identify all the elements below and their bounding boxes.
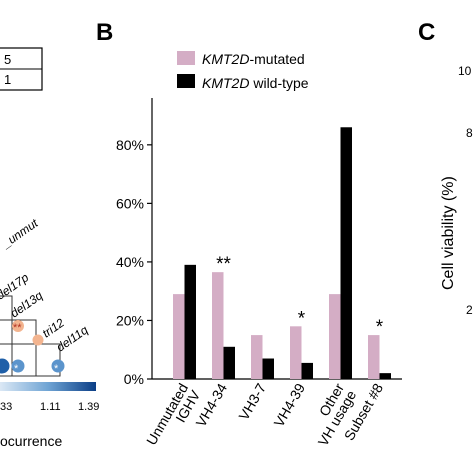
- bar-wildtype: [223, 346, 235, 379]
- colorbar-tick: 1.39: [78, 401, 99, 413]
- x-tick-label: VH4-39: [271, 380, 309, 429]
- bar-wildtype: [184, 264, 196, 379]
- colorbar-tick: 33: [0, 401, 12, 413]
- bar-wildtype: [262, 358, 274, 379]
- y-tick-label: 40%: [116, 254, 144, 270]
- panel-letter-b: B: [96, 19, 113, 46]
- y-tick-label: 20%: [116, 312, 144, 328]
- matrix-dot-blue: [0, 358, 10, 374]
- diag-label-unmut: _unmut: [0, 216, 41, 251]
- significance-marker: **: [216, 254, 231, 275]
- bar-wildtype: [340, 127, 352, 379]
- y-tick-label: 0%: [124, 371, 144, 387]
- bar-chart: 0%20%40%60%80%UnmutatedIGHV**VH4-34 VH3-7…: [116, 98, 402, 449]
- matrix-star: *: [14, 363, 19, 375]
- colorbar-tick: 1.11: [40, 401, 61, 413]
- y-tick-label: 60%: [116, 195, 144, 211]
- matrix-dot-peach: [32, 334, 44, 346]
- panel-a-fragment: 5 1 _unmut del17p del13q tri12 del11q **…: [0, 47, 99, 449]
- y-tick-label: 80%: [116, 137, 144, 153]
- x-tick-label: VH3-7: [235, 380, 269, 423]
- matrix-star: *: [54, 363, 59, 375]
- panel-letter-c: C: [418, 19, 435, 46]
- significance-marker: *: [298, 308, 306, 329]
- panel-c-tick: 8: [466, 126, 473, 140]
- count-box-value-1: 5: [4, 52, 11, 67]
- legend-swatch-wildtype: [177, 74, 195, 88]
- bar-mutated: [329, 294, 341, 379]
- bar-mutated: [212, 272, 224, 379]
- colorbar-label: ocurrence: [0, 433, 62, 449]
- matrix-dot-peach: [12, 320, 24, 332]
- bar-mutated: [251, 335, 263, 379]
- x-tick-label: VH4-34: [193, 380, 231, 429]
- panel-c-fragment: C Cell viability (%) 10 8 2: [418, 19, 473, 317]
- bar-mutated: [290, 326, 302, 379]
- panel-c-ylabel: Cell viability (%): [440, 176, 457, 290]
- bar-wildtype: [301, 362, 313, 379]
- count-box-value-2: 1: [4, 72, 11, 87]
- matrix-star: **: [13, 322, 22, 334]
- matrix-dot-blue: [51, 359, 65, 373]
- legend-label-mutated: KMT2D-mutated: [202, 51, 305, 67]
- bar-wildtype: [379, 373, 391, 379]
- colorbar: [0, 382, 96, 391]
- bar-mutated: [173, 294, 185, 379]
- significance-marker: *: [376, 317, 384, 338]
- panel-c-tick: 2: [466, 303, 473, 317]
- panel-b: B KMT2D-mutated KMT2D wild-type 0% 20% 40%…: [96, 19, 402, 449]
- matrix-dot-blue: [11, 359, 25, 373]
- panel-c-tick: 10: [458, 64, 472, 78]
- legend-swatch-mutated: [177, 51, 195, 65]
- legend-label-wildtype: KMT2D wild-type: [202, 75, 309, 91]
- bar-mutated: [368, 335, 380, 379]
